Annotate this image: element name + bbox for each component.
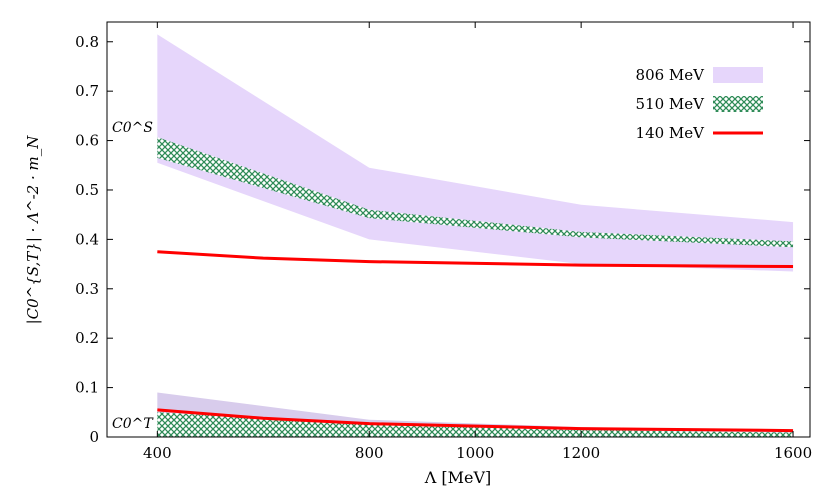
legend-swatch [713, 96, 763, 112]
annotation-c0t: C0^T [112, 416, 154, 432]
y-tick-label: 0.8 [75, 33, 99, 51]
annotation-c0s: C0^S [112, 120, 153, 136]
x-tick-label: 400 [143, 444, 172, 462]
x-tick-label: 1200 [562, 444, 600, 462]
series-line-140mev [157, 250, 794, 269]
y-tick-label: 0.2 [75, 329, 99, 347]
legend-label: 806 MeV [636, 66, 706, 84]
y-tick-label: 0 [89, 428, 99, 446]
legend-label: 510 MeV [636, 95, 706, 113]
y-tick-label: 0.6 [75, 132, 99, 150]
y-tick-label: 0.1 [75, 379, 99, 397]
y-tick-label: 0.3 [75, 280, 99, 298]
series-line-140mev [157, 408, 794, 433]
legend-swatch [713, 67, 763, 83]
x-tick-label: 1000 [456, 444, 494, 462]
legend: 806 MeV 510 MeV 140 MeV [636, 66, 763, 142]
x-axis-label: Λ [MeV] [424, 468, 492, 487]
x-tick-label: 800 [355, 444, 384, 462]
band-806mev [157, 34, 794, 272]
y-tick-label: 0.4 [75, 230, 99, 248]
x-tick-label: 1600 [774, 444, 812, 462]
band-510mev [157, 412, 794, 437]
plot-frame [106, 21, 811, 438]
legend-label: 140 MeV [636, 124, 706, 142]
y-tick-label: 0.5 [75, 181, 99, 199]
y-axis-label: |C0^{S,T}| · Λ^-2 · m_N [24, 135, 42, 325]
y-tick-label: 0.7 [75, 82, 99, 100]
band-510mev [157, 137, 794, 248]
